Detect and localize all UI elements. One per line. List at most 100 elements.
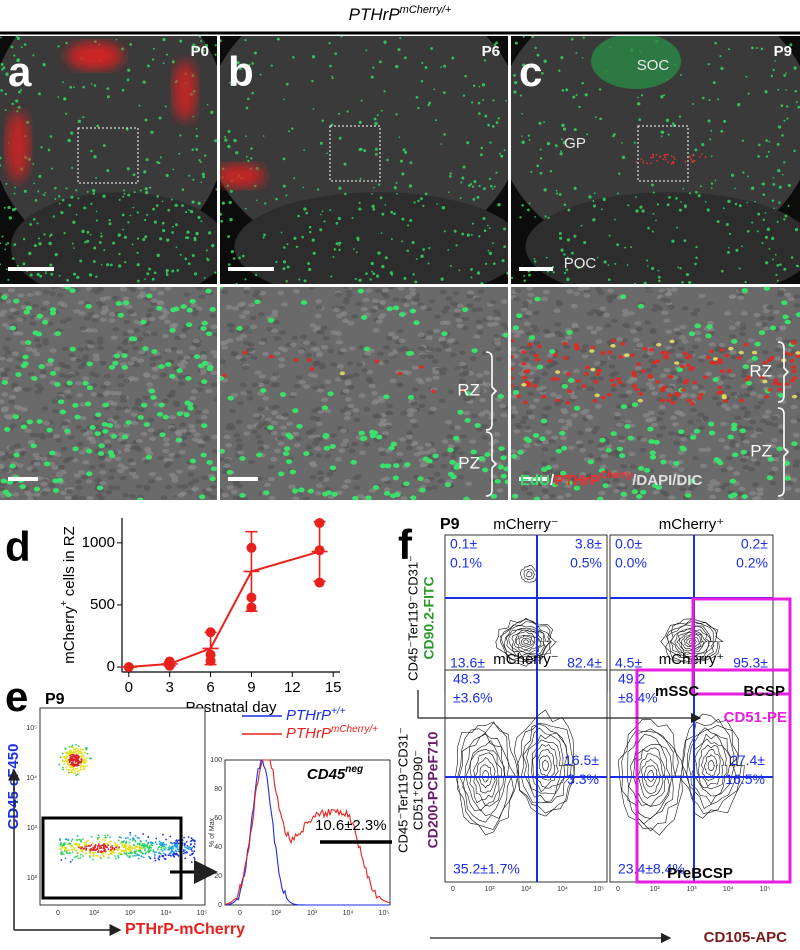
edu-cell	[331, 77, 334, 80]
edu-cell	[745, 380, 752, 386]
mcherry-cell	[664, 158, 667, 161]
edu-cell	[616, 446, 624, 452]
nucleus	[364, 351, 372, 356]
edu-cell	[379, 463, 387, 469]
edu-cell	[95, 412, 102, 418]
nucleus	[431, 359, 439, 364]
nucleus	[343, 415, 351, 421]
nucleus	[651, 391, 659, 396]
event	[80, 752, 83, 755]
nucleus	[762, 326, 770, 332]
tick-label: 10³	[307, 910, 318, 917]
nucleus	[155, 476, 163, 481]
nucleus	[483, 382, 491, 387]
nucleus	[762, 308, 770, 314]
nucleus	[12, 492, 20, 497]
event	[61, 752, 64, 755]
edu-cell	[566, 256, 569, 259]
edu-cell	[92, 260, 96, 263]
event	[72, 748, 75, 751]
nucleus	[542, 328, 550, 334]
edu-cell	[563, 271, 567, 274]
population-label: mSSC	[655, 683, 699, 700]
event	[59, 843, 62, 846]
nucleus	[347, 321, 355, 326]
edu-cell	[92, 188, 96, 193]
edu-cell	[573, 186, 577, 190]
nucleus	[365, 288, 373, 293]
nucleus	[519, 419, 527, 425]
edu-cell	[538, 121, 542, 125]
mcherry-cell	[688, 367, 694, 372]
edu-cell	[7, 205, 11, 210]
nucleus	[528, 414, 536, 420]
nucleus	[725, 456, 733, 461]
event	[81, 748, 84, 751]
nucleus	[61, 346, 69, 351]
nucleus	[565, 335, 573, 340]
edu-cell	[43, 194, 46, 197]
nucleus	[428, 299, 436, 304]
edu-cell	[381, 212, 385, 216]
nucleus	[46, 433, 54, 438]
nucleus	[178, 381, 186, 386]
edu-cell	[403, 276, 407, 280]
edu-cell	[85, 471, 93, 477]
nucleus	[183, 355, 191, 360]
edu-cell	[86, 448, 93, 454]
edu-cell	[106, 169, 110, 173]
edu-cell	[771, 199, 775, 203]
nucleus	[409, 418, 417, 424]
nucleus	[440, 464, 448, 469]
event	[65, 766, 68, 769]
nucleus	[753, 312, 761, 318]
edu-cell	[370, 261, 374, 266]
edu-cell	[766, 227, 771, 231]
event	[96, 846, 99, 848]
nucleus	[179, 422, 187, 427]
nucleus	[16, 356, 24, 362]
edu-cell	[707, 421, 715, 427]
nucleus	[258, 374, 266, 379]
edu-cell	[232, 257, 236, 260]
nucleus	[265, 326, 273, 332]
edu-cell	[65, 187, 68, 190]
nucleus	[151, 374, 159, 380]
micrograph	[0, 287, 217, 500]
edu-cell	[594, 116, 597, 119]
edu-cell	[37, 237, 40, 240]
edu-cell	[189, 458, 197, 464]
mcherry-cell	[511, 376, 514, 381]
event	[79, 845, 82, 848]
nucleus	[11, 351, 19, 356]
nucleus	[131, 420, 139, 426]
edu-cell	[370, 75, 374, 79]
edu-cell	[193, 272, 198, 276]
edu-cell	[93, 246, 97, 250]
nucleus	[327, 348, 335, 354]
nucleus	[743, 410, 751, 415]
edu-cell	[403, 481, 410, 487]
event	[147, 836, 150, 838]
edu-cell	[729, 478, 737, 484]
event	[85, 843, 88, 846]
nucleus	[473, 389, 481, 394]
nucleus	[101, 305, 109, 310]
edu-cell	[688, 331, 696, 337]
column-label: mCherry⁻	[493, 516, 558, 533]
edu-cell	[215, 188, 217, 191]
event	[126, 836, 129, 839]
nucleus	[755, 427, 763, 433]
edu-cell	[221, 201, 225, 205]
nucleus	[728, 333, 736, 339]
edu-cell	[584, 93, 588, 97]
mcherry-cell	[789, 378, 795, 383]
event	[71, 761, 73, 764]
edu-cell	[84, 241, 87, 244]
edu-cell	[392, 475, 400, 481]
event	[115, 846, 117, 849]
edu-cell	[34, 199, 38, 202]
edu-cell	[503, 466, 508, 472]
edu-cell	[643, 281, 647, 284]
legend-gene: PTHrP	[286, 725, 331, 742]
